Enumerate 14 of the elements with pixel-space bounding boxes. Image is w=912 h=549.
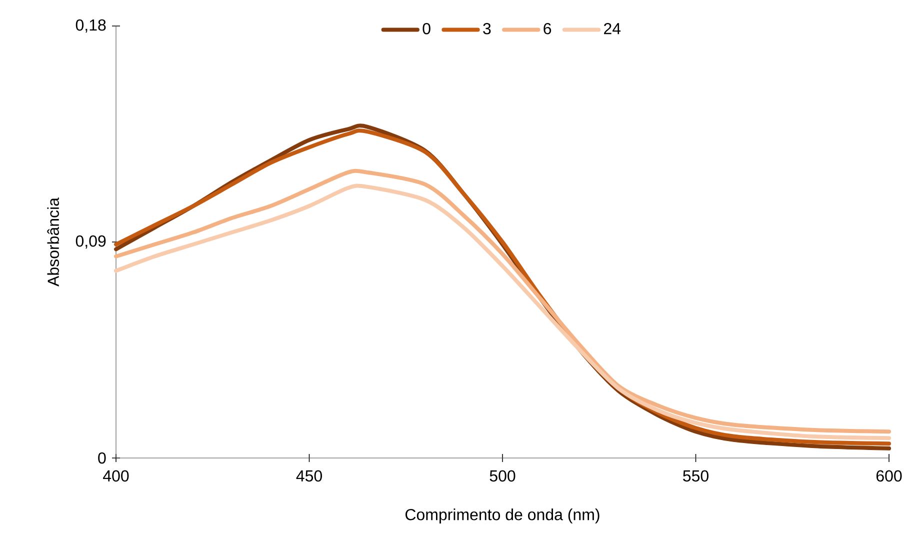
legend-label: 6 xyxy=(544,22,552,34)
x-tick-label: 600 xyxy=(876,470,902,482)
y-axis-title: Absorbância xyxy=(47,198,59,286)
x-axis-title: Comprimento de onda (nm) xyxy=(406,508,600,524)
y-tick-label: 0 xyxy=(98,452,106,464)
x-tick-label: 400 xyxy=(103,470,129,482)
x-tick-label: 550 xyxy=(683,470,708,482)
x-tick-label: 450 xyxy=(296,470,322,482)
legend-label: 24 xyxy=(604,22,621,34)
legend-label: 0 xyxy=(422,22,430,34)
legend-label: 3 xyxy=(483,22,491,34)
y-tick-label: 0,09 xyxy=(76,235,106,249)
y-tick-label: 0,18 xyxy=(76,19,106,33)
x-tick-label: 500 xyxy=(490,470,516,482)
